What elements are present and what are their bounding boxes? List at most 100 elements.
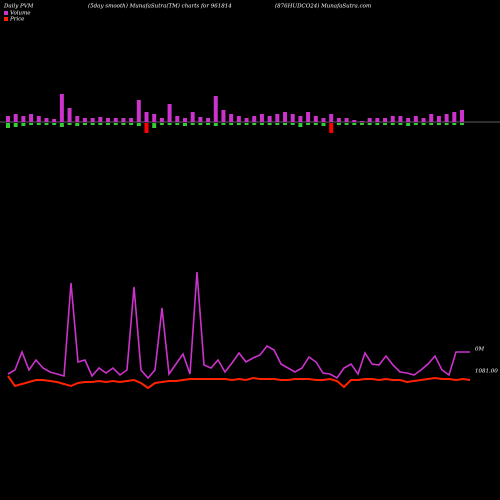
price-bar — [436, 123, 441, 125]
volume-bar — [359, 121, 364, 122]
volume-bar — [344, 118, 349, 122]
price-bar — [44, 123, 49, 125]
volume-bar — [290, 114, 295, 122]
price-bar — [152, 123, 157, 128]
volume-bar — [298, 116, 303, 122]
price-bar — [298, 123, 303, 127]
volume-bar — [198, 117, 203, 122]
price-bar — [6, 123, 10, 128]
price-bar — [106, 123, 111, 125]
price-bar — [306, 123, 311, 125]
price-bar — [21, 123, 26, 126]
volume-bar — [213, 96, 218, 122]
price-bar — [190, 123, 195, 125]
volume-bar — [367, 118, 372, 122]
volume-bar — [252, 116, 257, 122]
price-bar — [182, 123, 187, 126]
price-bar — [13, 123, 18, 127]
price-bar — [221, 123, 226, 125]
price-bar — [121, 123, 126, 125]
end-label: 0M — [475, 347, 484, 353]
price-bar — [390, 123, 395, 125]
legend-label: Volume — [10, 11, 31, 17]
price-bar — [344, 123, 349, 125]
price-bar — [429, 123, 434, 125]
volume-bar — [275, 114, 280, 122]
price-bar — [113, 123, 118, 125]
price-bar — [321, 123, 326, 126]
volume-bar — [136, 100, 141, 122]
price-bar — [67, 123, 72, 125]
line-price — [7, 375, 471, 390]
volume-bar — [52, 119, 57, 122]
volume-bar — [221, 110, 226, 122]
price-bar — [329, 123, 334, 133]
chart-subtitle: (5day smooth) MunafaSutra(TM) charts for… — [88, 3, 232, 10]
volume-bar — [336, 118, 341, 122]
volume-bar — [59, 94, 64, 122]
volume-bar — [29, 114, 34, 122]
volume-bar — [167, 104, 172, 122]
volume-bar — [113, 118, 118, 122]
price-bar — [236, 123, 241, 125]
price-bar — [444, 123, 449, 125]
chart-source: (876HUDCO24) MunafaSutra.com — [275, 3, 371, 10]
volume-bar — [383, 118, 388, 122]
price-bar — [413, 123, 418, 125]
volume-bar — [236, 116, 241, 122]
price-bar — [144, 123, 149, 133]
volume-bar — [390, 116, 395, 122]
price-bar — [259, 123, 264, 125]
price-bar — [283, 123, 288, 125]
price-bar — [52, 123, 57, 125]
volume-bar — [436, 116, 441, 122]
volume-bar — [244, 118, 249, 122]
volume-bar — [144, 112, 149, 122]
line-volume — [7, 271, 470, 380]
volume-bar — [375, 118, 380, 122]
volume-bar — [36, 116, 41, 122]
volume-bar — [283, 112, 288, 122]
price-bar — [29, 123, 34, 125]
volume-bar — [406, 118, 411, 122]
volume-bar — [206, 118, 211, 122]
price-bar — [206, 123, 211, 125]
volume-bar — [21, 116, 26, 122]
price-bar — [198, 123, 203, 125]
price-bar — [59, 123, 64, 127]
volume-bar — [398, 116, 403, 122]
volume-bar — [452, 112, 457, 122]
price-bar — [452, 123, 457, 125]
end-label: 1081.00 — [475, 369, 498, 375]
volume-bar — [413, 116, 418, 122]
price-bar — [406, 123, 411, 126]
price-bar — [213, 123, 218, 126]
volume-bar — [444, 114, 449, 122]
volume-bar — [6, 116, 10, 122]
price-bar — [352, 123, 357, 125]
price-bar — [367, 123, 372, 125]
price-bar — [290, 123, 295, 125]
volume-bar — [175, 116, 180, 122]
volume-bar — [106, 118, 111, 122]
legend-label: Price — [9, 17, 25, 23]
volume-bar — [44, 118, 49, 122]
price-bar — [244, 123, 249, 125]
price-bar — [267, 123, 272, 125]
price-bar — [359, 123, 364, 125]
chart-title: Daily PVM — [3, 4, 34, 10]
volume-bar — [75, 116, 80, 122]
price-bar — [336, 123, 341, 125]
price-bar — [159, 123, 164, 125]
price-bar — [375, 123, 380, 125]
volume-bar — [67, 108, 72, 122]
price-bar — [252, 123, 257, 125]
volume-bar — [313, 116, 318, 122]
price-bar — [383, 123, 388, 125]
price-bar — [313, 123, 318, 125]
volume-bar — [259, 114, 264, 122]
volume-bar — [229, 114, 234, 122]
price-bar — [129, 123, 134, 125]
price-bar — [460, 123, 464, 125]
